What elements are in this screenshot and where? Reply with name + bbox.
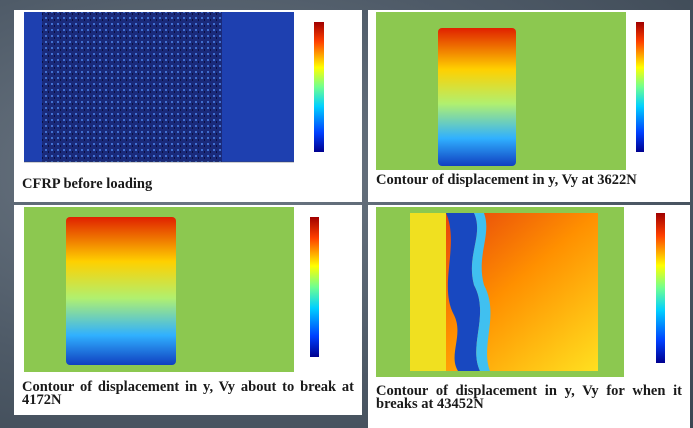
heatmap (376, 207, 665, 377)
caption: Contour of displacement in y, Vy at 3622… (376, 172, 637, 188)
panel: Contour of displacement in y, Vy about t… (14, 205, 362, 415)
caption: Contour of displacement in y, Vy about t… (22, 379, 354, 408)
panel: Contour of displacement in y, Vy for whe… (368, 205, 690, 428)
heatmap (24, 207, 319, 372)
panel: CFRP before loading (14, 10, 362, 202)
panel: Contour of displacement in y, Vy at 3622… (368, 10, 690, 202)
heatmap (24, 12, 324, 163)
caption: CFRP before loading (22, 176, 153, 192)
caption: Contour of displacement in y, Vy for whe… (376, 383, 682, 412)
heatmap (376, 12, 644, 170)
